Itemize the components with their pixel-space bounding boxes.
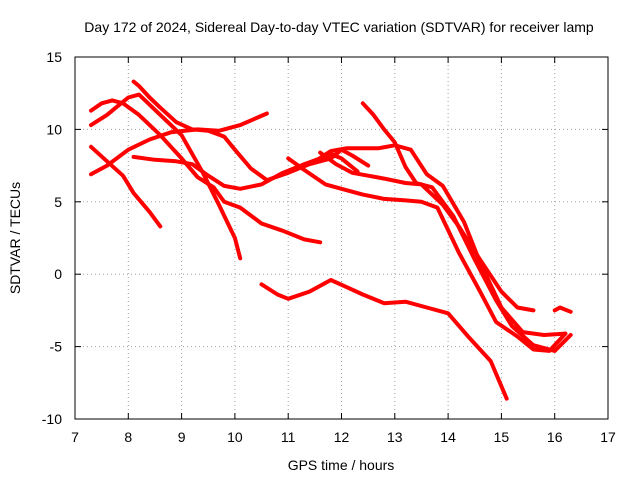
y-axis-label: SDTVAR / TECUs: [7, 182, 23, 294]
series-group: [89, 79, 573, 401]
x-tick-label: 16: [547, 429, 563, 445]
x-tick-label: 14: [440, 429, 456, 445]
y-tick-label: -10: [42, 411, 62, 427]
y-tick-label: 0: [54, 266, 62, 282]
y-tick-label: -5: [50, 339, 63, 355]
series-line-1: [89, 144, 163, 229]
series-line-2: [89, 92, 243, 261]
y-tick-label: 10: [46, 121, 62, 137]
x-tick-label: 8: [124, 429, 132, 445]
x-tick-label: 10: [227, 429, 243, 445]
series-line-4: [89, 111, 269, 177]
y-tick-label: 15: [46, 49, 62, 65]
x-tick-label: 7: [71, 429, 79, 445]
y-tick-label: 5: [54, 194, 62, 210]
x-tick-label: 11: [281, 429, 296, 445]
chart-title: Day 172 of 2024, Sidereal Day-to-day VTE…: [84, 19, 594, 35]
series-line-9: [312, 143, 568, 337]
series-line-3: [89, 98, 323, 245]
series-line-5: [131, 79, 371, 183]
series-line-11: [360, 101, 573, 353]
x-tick-label: 12: [334, 429, 350, 445]
series-line-8: [286, 156, 568, 353]
x-tick-label: 13: [387, 429, 403, 445]
axes-ticks: 7 8 9 10 11 12 13 14 15 16 17 15 10 5 0 -5 -10: [42, 49, 616, 445]
x-axis-label: GPS time / hours: [288, 457, 395, 473]
x-tick-label: 17: [600, 429, 616, 445]
x-tick-label: 15: [494, 429, 510, 445]
grid: [75, 57, 608, 419]
series-line-7: [259, 278, 509, 401]
x-tick-label: 9: [178, 429, 186, 445]
series-line-12: [552, 305, 573, 314]
series-line-6: [131, 152, 360, 191]
